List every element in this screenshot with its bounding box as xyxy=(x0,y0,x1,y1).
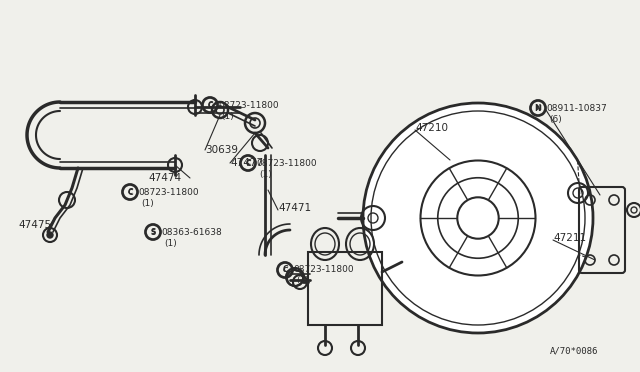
Bar xyxy=(308,252,382,325)
Circle shape xyxy=(458,197,499,239)
Text: N: N xyxy=(535,105,541,111)
Text: 08723-11800: 08723-11800 xyxy=(256,158,317,167)
Text: (1): (1) xyxy=(221,112,234,121)
Text: 08911-10837: 08911-10837 xyxy=(546,103,607,112)
Text: 08723-11800: 08723-11800 xyxy=(138,187,198,196)
Text: C: C xyxy=(207,102,212,108)
Text: C: C xyxy=(127,187,133,196)
Text: C: C xyxy=(282,267,287,273)
Text: 47210: 47210 xyxy=(415,123,448,133)
Text: C: C xyxy=(127,189,132,195)
Text: A/70*0086: A/70*0086 xyxy=(550,346,598,355)
Text: 47475: 47475 xyxy=(18,220,51,230)
Circle shape xyxy=(363,103,593,333)
Text: (6): (6) xyxy=(549,115,562,124)
Circle shape xyxy=(47,232,53,238)
Text: 47477: 47477 xyxy=(230,158,263,168)
Text: (1): (1) xyxy=(164,238,177,247)
Text: 08723-11800: 08723-11800 xyxy=(293,266,354,275)
Text: 08723-11800: 08723-11800 xyxy=(218,100,278,109)
Text: 30639: 30639 xyxy=(205,145,238,155)
Text: N: N xyxy=(535,103,541,112)
Text: S: S xyxy=(150,228,156,237)
Text: C: C xyxy=(207,100,213,109)
Text: (1): (1) xyxy=(259,170,272,179)
Text: 08363-61638: 08363-61638 xyxy=(161,228,221,237)
Text: 47211: 47211 xyxy=(553,233,586,243)
Text: (1): (1) xyxy=(141,199,154,208)
Text: C: C xyxy=(245,158,251,167)
Text: 47474: 47474 xyxy=(148,173,181,183)
Text: 47471: 47471 xyxy=(278,203,311,213)
Text: (1): (1) xyxy=(296,276,308,285)
Text: S: S xyxy=(150,229,156,235)
Text: C: C xyxy=(245,160,251,166)
Text: C: C xyxy=(282,266,288,275)
